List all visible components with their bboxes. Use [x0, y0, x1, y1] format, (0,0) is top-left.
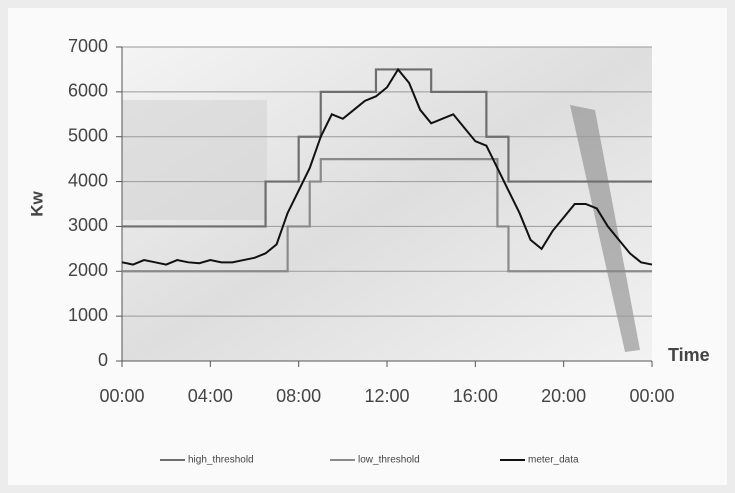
y-tick-label: 4000: [68, 170, 108, 190]
x-axis-label: Time: [668, 345, 710, 365]
y-tick-label: 1000: [68, 305, 108, 325]
legend-label: low_threshold: [358, 455, 420, 466]
y-tick-label: 2000: [68, 260, 108, 280]
decoration: [122, 100, 267, 220]
x-tick-label: 08:00: [276, 386, 321, 406]
x-tick-label: 00:00: [629, 386, 674, 406]
x-tick-label: 00:00: [99, 386, 144, 406]
y-tick-label: 0: [98, 350, 108, 370]
legend-label: high_threshold: [188, 455, 254, 466]
y-tick-label: 5000: [68, 125, 108, 145]
y-axis-label: Kw: [27, 190, 46, 216]
legend-label: meter_data: [528, 455, 579, 466]
y-tick-label: 6000: [68, 81, 108, 101]
x-tick-label: 04:00: [188, 386, 233, 406]
y-tick-label: 3000: [68, 215, 108, 235]
x-tick-label: 20:00: [541, 386, 586, 406]
x-tick-label: 16:00: [453, 386, 498, 406]
y-tick-label: 7000: [68, 36, 108, 56]
x-tick-label: 12:00: [364, 386, 409, 406]
page: {"chart_data": {"type": "line", "x_label…: [0, 0, 735, 493]
chart: Kw Time 0 1000 2000 3000 4000 5000 6000 7000 00:…: [0, 0, 735, 493]
